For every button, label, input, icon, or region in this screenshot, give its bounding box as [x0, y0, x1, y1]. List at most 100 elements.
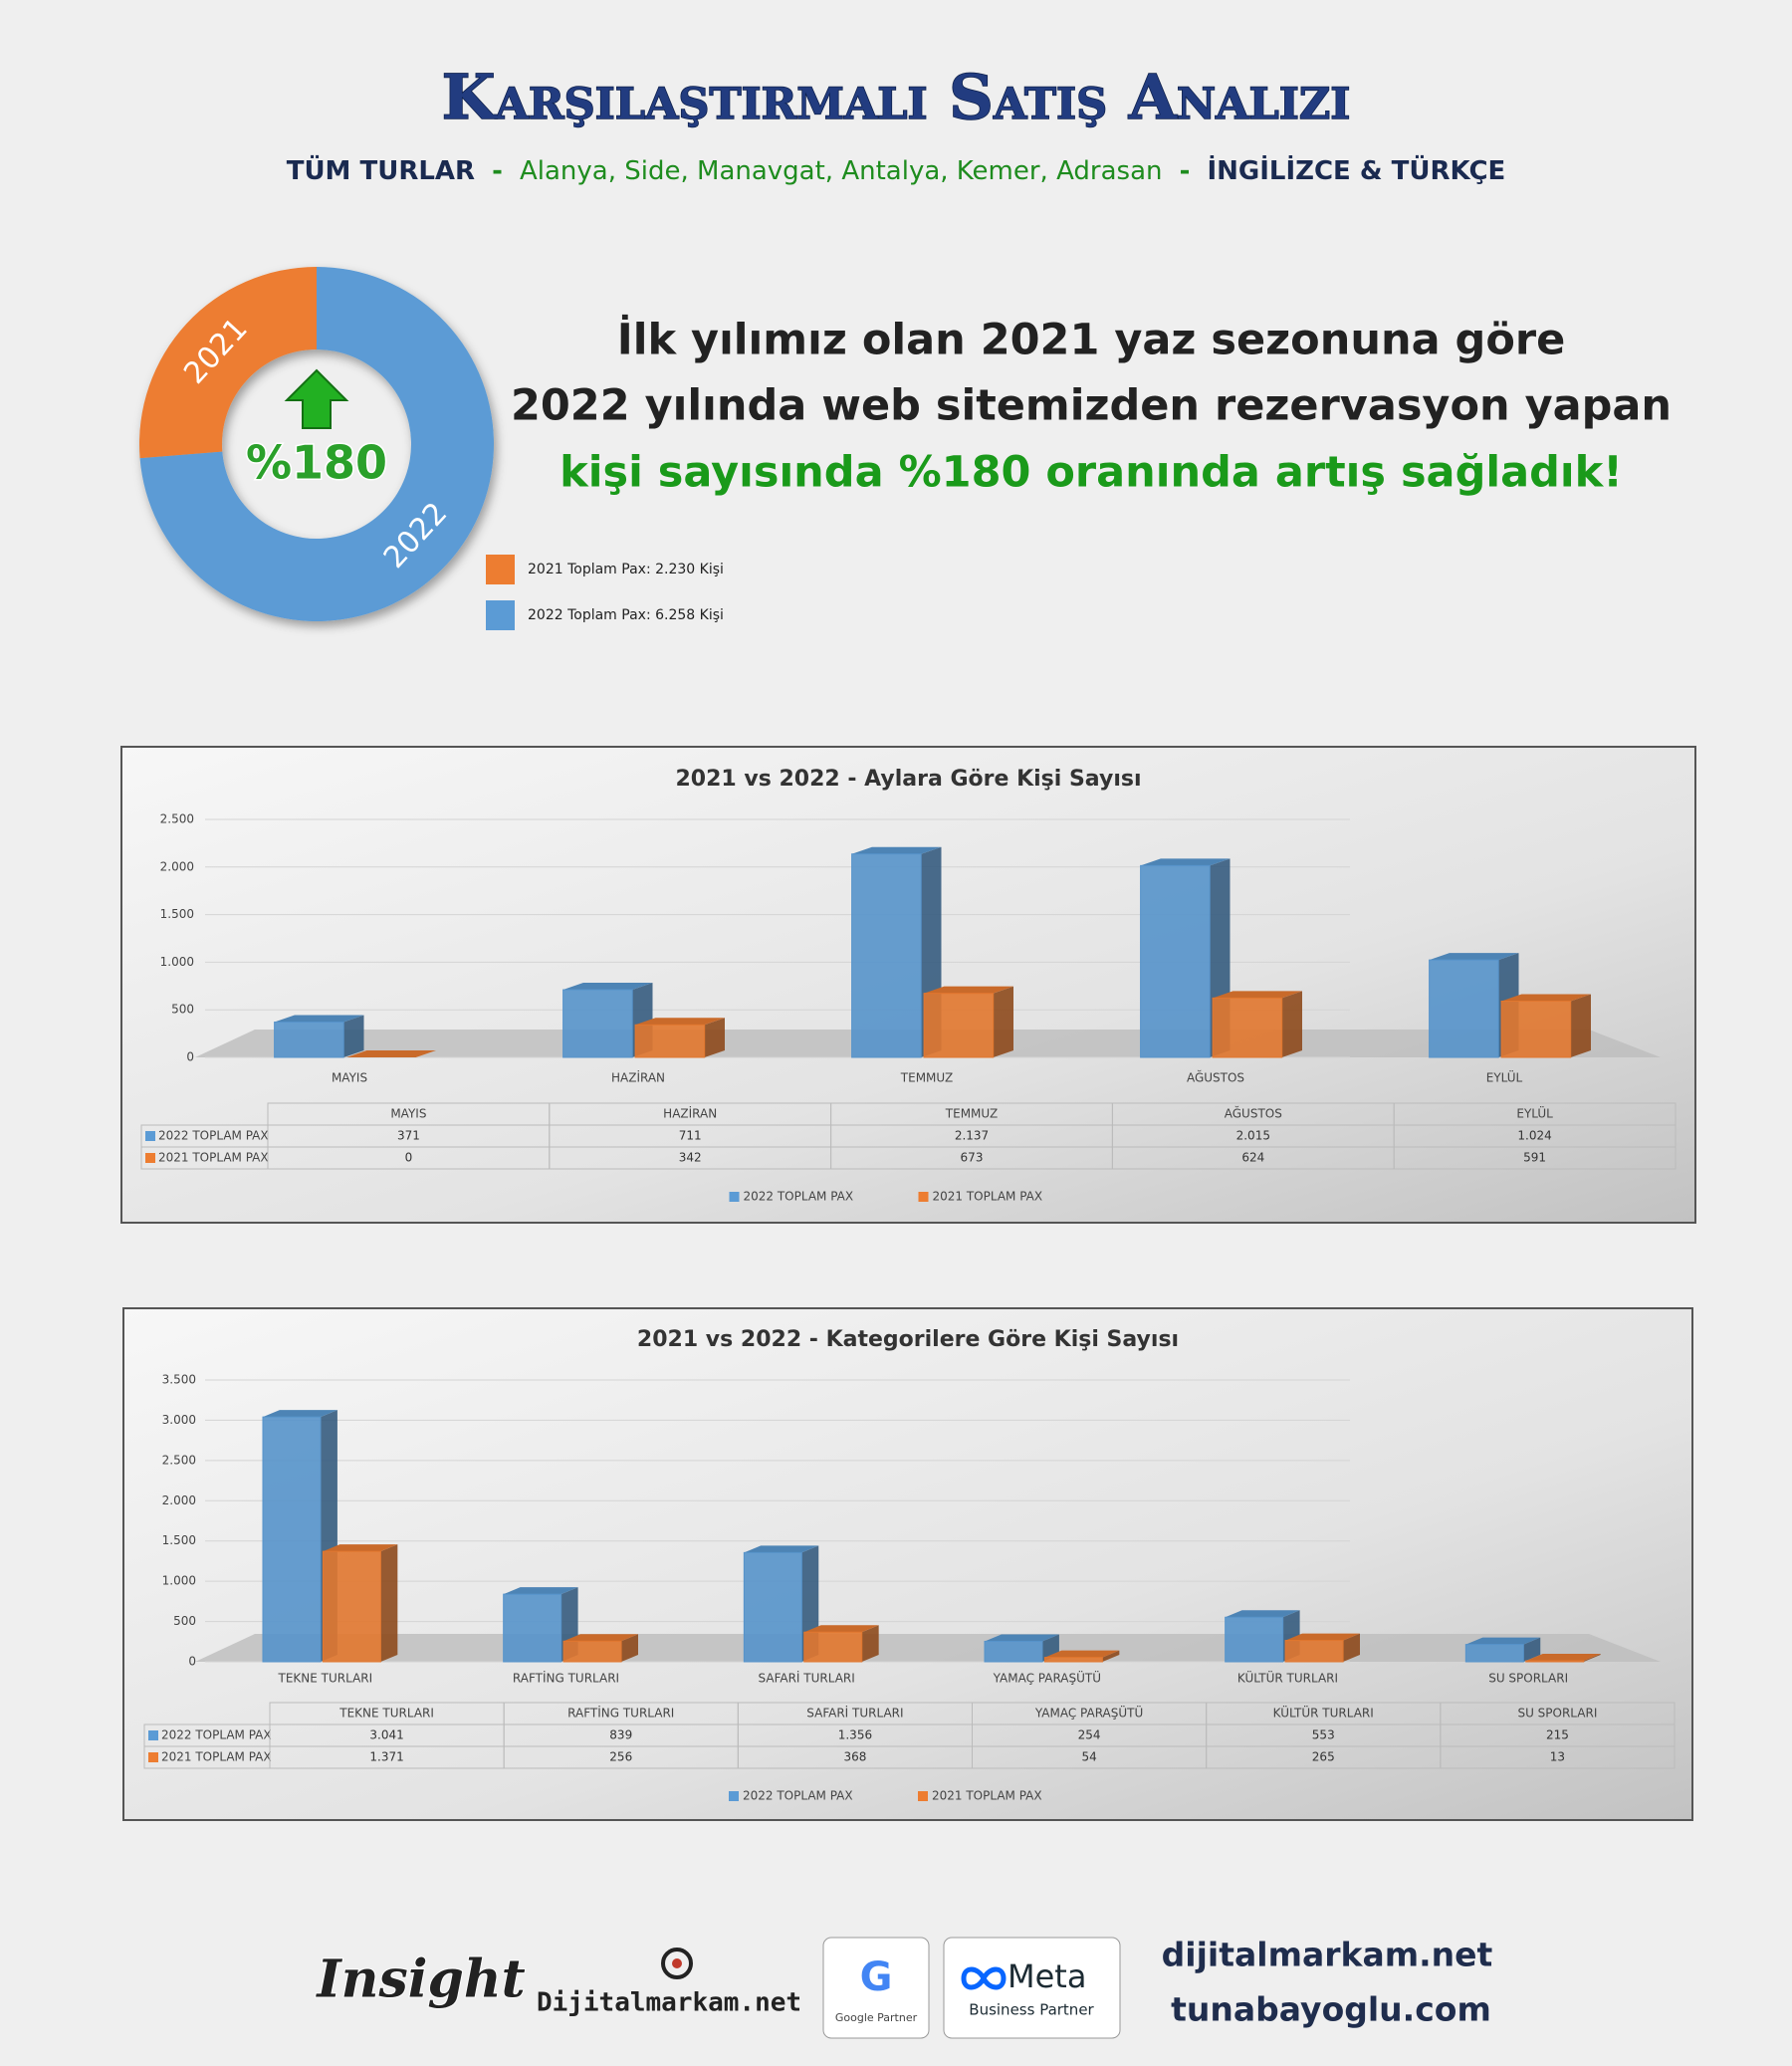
table-value: 1.024: [1517, 1129, 1551, 1143]
bar: [1225, 1616, 1284, 1663]
table-swatch: [148, 1730, 158, 1740]
bar-side: [704, 1018, 725, 1057]
table-value: 2.137: [955, 1129, 989, 1143]
bar: [1140, 864, 1211, 1058]
legend-swatch: [918, 1791, 928, 1801]
bar-side: [1583, 1653, 1601, 1662]
dijitalmarkam-logo: Dijitalmarkam.net: [537, 1988, 801, 2018]
bar-side: [343, 1015, 364, 1057]
legend-swatch: [486, 555, 515, 584]
x-tick-label: HAZİRAN: [611, 1070, 665, 1085]
bar-top: [803, 1625, 879, 1633]
bar-top: [924, 986, 1013, 994]
chart-title: 2021 vs 2022 - Kategorilere Göre Kişi Sa…: [637, 1327, 1179, 1352]
subtitle: TÜM TURLAR - Alanya, Side, Manavgat, Ant…: [287, 153, 1506, 186]
x-tick-label: AĞUSTOS: [1187, 1070, 1244, 1085]
table-header: SU SPORLARI: [1517, 1707, 1597, 1721]
bar-top: [346, 1050, 436, 1057]
bar-top: [563, 1634, 638, 1642]
table-header: TEMMUZ: [945, 1107, 998, 1121]
insight-logo: Insight: [315, 1950, 525, 2010]
bar-top: [1525, 1653, 1601, 1661]
bar: [562, 1640, 622, 1663]
table-value: 265: [1312, 1750, 1335, 1764]
chart-title: 2021 vs 2022 - Aylara Göre Kişi Sayısı: [675, 767, 1141, 792]
google-badge: [822, 1937, 930, 2039]
legend-swatch: [729, 1192, 740, 1202]
x-tick-label: RAFTİNG TURLARI: [513, 1671, 619, 1686]
y-tick-label: 1.000: [162, 1574, 196, 1588]
bar: [1429, 959, 1499, 1058]
bar-side: [621, 1634, 638, 1662]
table-header: TEKNE TURLARI: [338, 1707, 434, 1721]
meta-badge: [943, 1937, 1121, 2039]
legend-swatch: [486, 600, 515, 630]
footer-link: tunabayoglu.com: [1171, 1990, 1491, 2029]
bar-top: [1140, 858, 1231, 866]
bar: [322, 1550, 381, 1663]
bar-top: [744, 1545, 819, 1553]
bar: [1212, 997, 1283, 1058]
bar-top: [851, 846, 942, 854]
y-tick-label: 500: [171, 1003, 194, 1017]
table-swatch: [145, 1131, 155, 1141]
x-tick-label: SU SPORLARI: [1488, 1672, 1568, 1686]
y-tick-label: 2.000: [160, 859, 194, 873]
google-logo: G: [860, 1954, 893, 2000]
x-tick-label: TEMMUZ: [900, 1071, 953, 1085]
headline-line: 2022 yılında web sitemizden rezervasyon …: [511, 381, 1672, 431]
table-value: 1.356: [838, 1728, 872, 1742]
y-tick-label: 2.500: [160, 812, 194, 826]
table-row-label: 2021 TOPLAM PAX: [158, 1151, 269, 1165]
bar: [1525, 1660, 1585, 1663]
table-header: KÜLTÜR TURLARI: [1273, 1705, 1374, 1721]
x-tick-label: YAMAÇ PARAŞÜTÜ: [993, 1670, 1101, 1686]
bar-top: [274, 1015, 364, 1023]
donut: [139, 267, 494, 621]
bar: [503, 1593, 562, 1663]
page-title: Karşılaştırmalı Satış Analizi: [442, 61, 1351, 133]
table-header: EYLÜL: [1516, 1105, 1553, 1121]
table-value: 711: [679, 1129, 702, 1143]
bar-top: [985, 1634, 1059, 1642]
x-tick-label: TEKNE TURLARI: [278, 1672, 373, 1686]
y-tick-label: 2.500: [162, 1453, 196, 1467]
bar: [634, 1024, 706, 1058]
donut-segment: [139, 267, 317, 459]
table-cell: [1393, 1146, 1677, 1170]
bar-side: [1281, 991, 1302, 1057]
subtitle-part: TÜM TURLAR: [287, 153, 475, 186]
bar-top: [562, 983, 653, 991]
y-tick-label: 3.000: [162, 1413, 196, 1427]
headline-line: İlk yılımız olan 2021 yaz sezonuna göre: [617, 315, 1566, 365]
legend-swatch: [918, 1192, 929, 1202]
bar: [1284, 1640, 1344, 1663]
table-value: 342: [679, 1151, 702, 1165]
bar: [262, 1416, 322, 1663]
table-value: 368: [843, 1750, 866, 1764]
table-row-label: 2022 TOPLAM PAX: [161, 1728, 272, 1742]
growth-arrow: [284, 368, 349, 429]
badge-label: Business Partner: [969, 2001, 1094, 2019]
bar: [562, 989, 633, 1058]
meta-logo: Meta: [1008, 1957, 1086, 1995]
bar: [923, 993, 995, 1058]
floor: [195, 1634, 1661, 1662]
table-header: YAMAÇ PARAŞÜTÜ: [1034, 1705, 1143, 1721]
bar: [1500, 1001, 1572, 1058]
bar-top: [1213, 991, 1302, 999]
legend-swatch: [729, 1791, 739, 1801]
y-tick-label: 0: [188, 1655, 196, 1669]
legend-label: 2022 Toplam Pax: 6.258 Kişi: [528, 607, 724, 623]
center-label: %180: [246, 436, 387, 490]
bar-top: [1285, 1633, 1360, 1641]
x-tick-label: MAYIS: [332, 1071, 367, 1085]
table-header: AĞUSTOS: [1225, 1106, 1282, 1121]
table-header: MAYIS: [390, 1107, 426, 1121]
bar-top: [1429, 953, 1519, 961]
donut-segment: [139, 267, 494, 621]
bar-top: [323, 1544, 398, 1552]
bar-top: [1225, 1610, 1300, 1618]
table-header: HAZİRAN: [663, 1106, 717, 1121]
